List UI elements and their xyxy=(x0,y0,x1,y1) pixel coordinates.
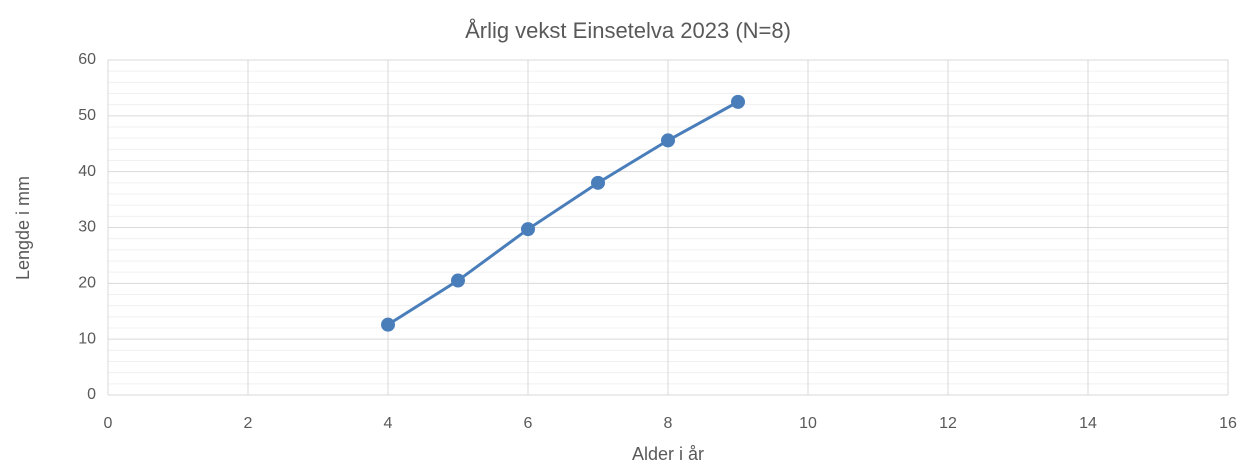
x-tick-label: 16 xyxy=(1219,415,1237,432)
series-line xyxy=(387,100,739,326)
chart-title: Årlig vekst Einsetelva 2023 (N=8) xyxy=(465,18,791,43)
x-tick-label: 0 xyxy=(104,415,113,432)
x-tick-label: 8 xyxy=(664,415,673,432)
x-tick-label: 10 xyxy=(799,415,817,432)
point xyxy=(591,175,605,190)
y-tick-label: 60 xyxy=(78,51,96,68)
point xyxy=(381,317,395,332)
point xyxy=(521,222,535,237)
y-tick-label: 10 xyxy=(78,330,96,347)
y-tick-label: 50 xyxy=(78,107,96,124)
y-tick-label: 0 xyxy=(87,386,96,403)
y-tick-label: 40 xyxy=(78,163,96,180)
y-tick-label: 20 xyxy=(78,275,96,292)
x-axis-label: Alder i år xyxy=(632,444,704,464)
x-tick-label: 4 xyxy=(384,415,393,432)
x-tick-label: 14 xyxy=(1079,415,1097,432)
y-axis-label: Lengde i mm xyxy=(13,176,33,280)
x-tick-label: 12 xyxy=(939,415,957,432)
point xyxy=(661,133,675,148)
point xyxy=(731,94,745,109)
x-tick-label: 2 xyxy=(244,415,253,432)
y-tick-label: 30 xyxy=(78,219,96,236)
x-tick-label: 6 xyxy=(524,415,533,432)
point xyxy=(451,273,465,288)
